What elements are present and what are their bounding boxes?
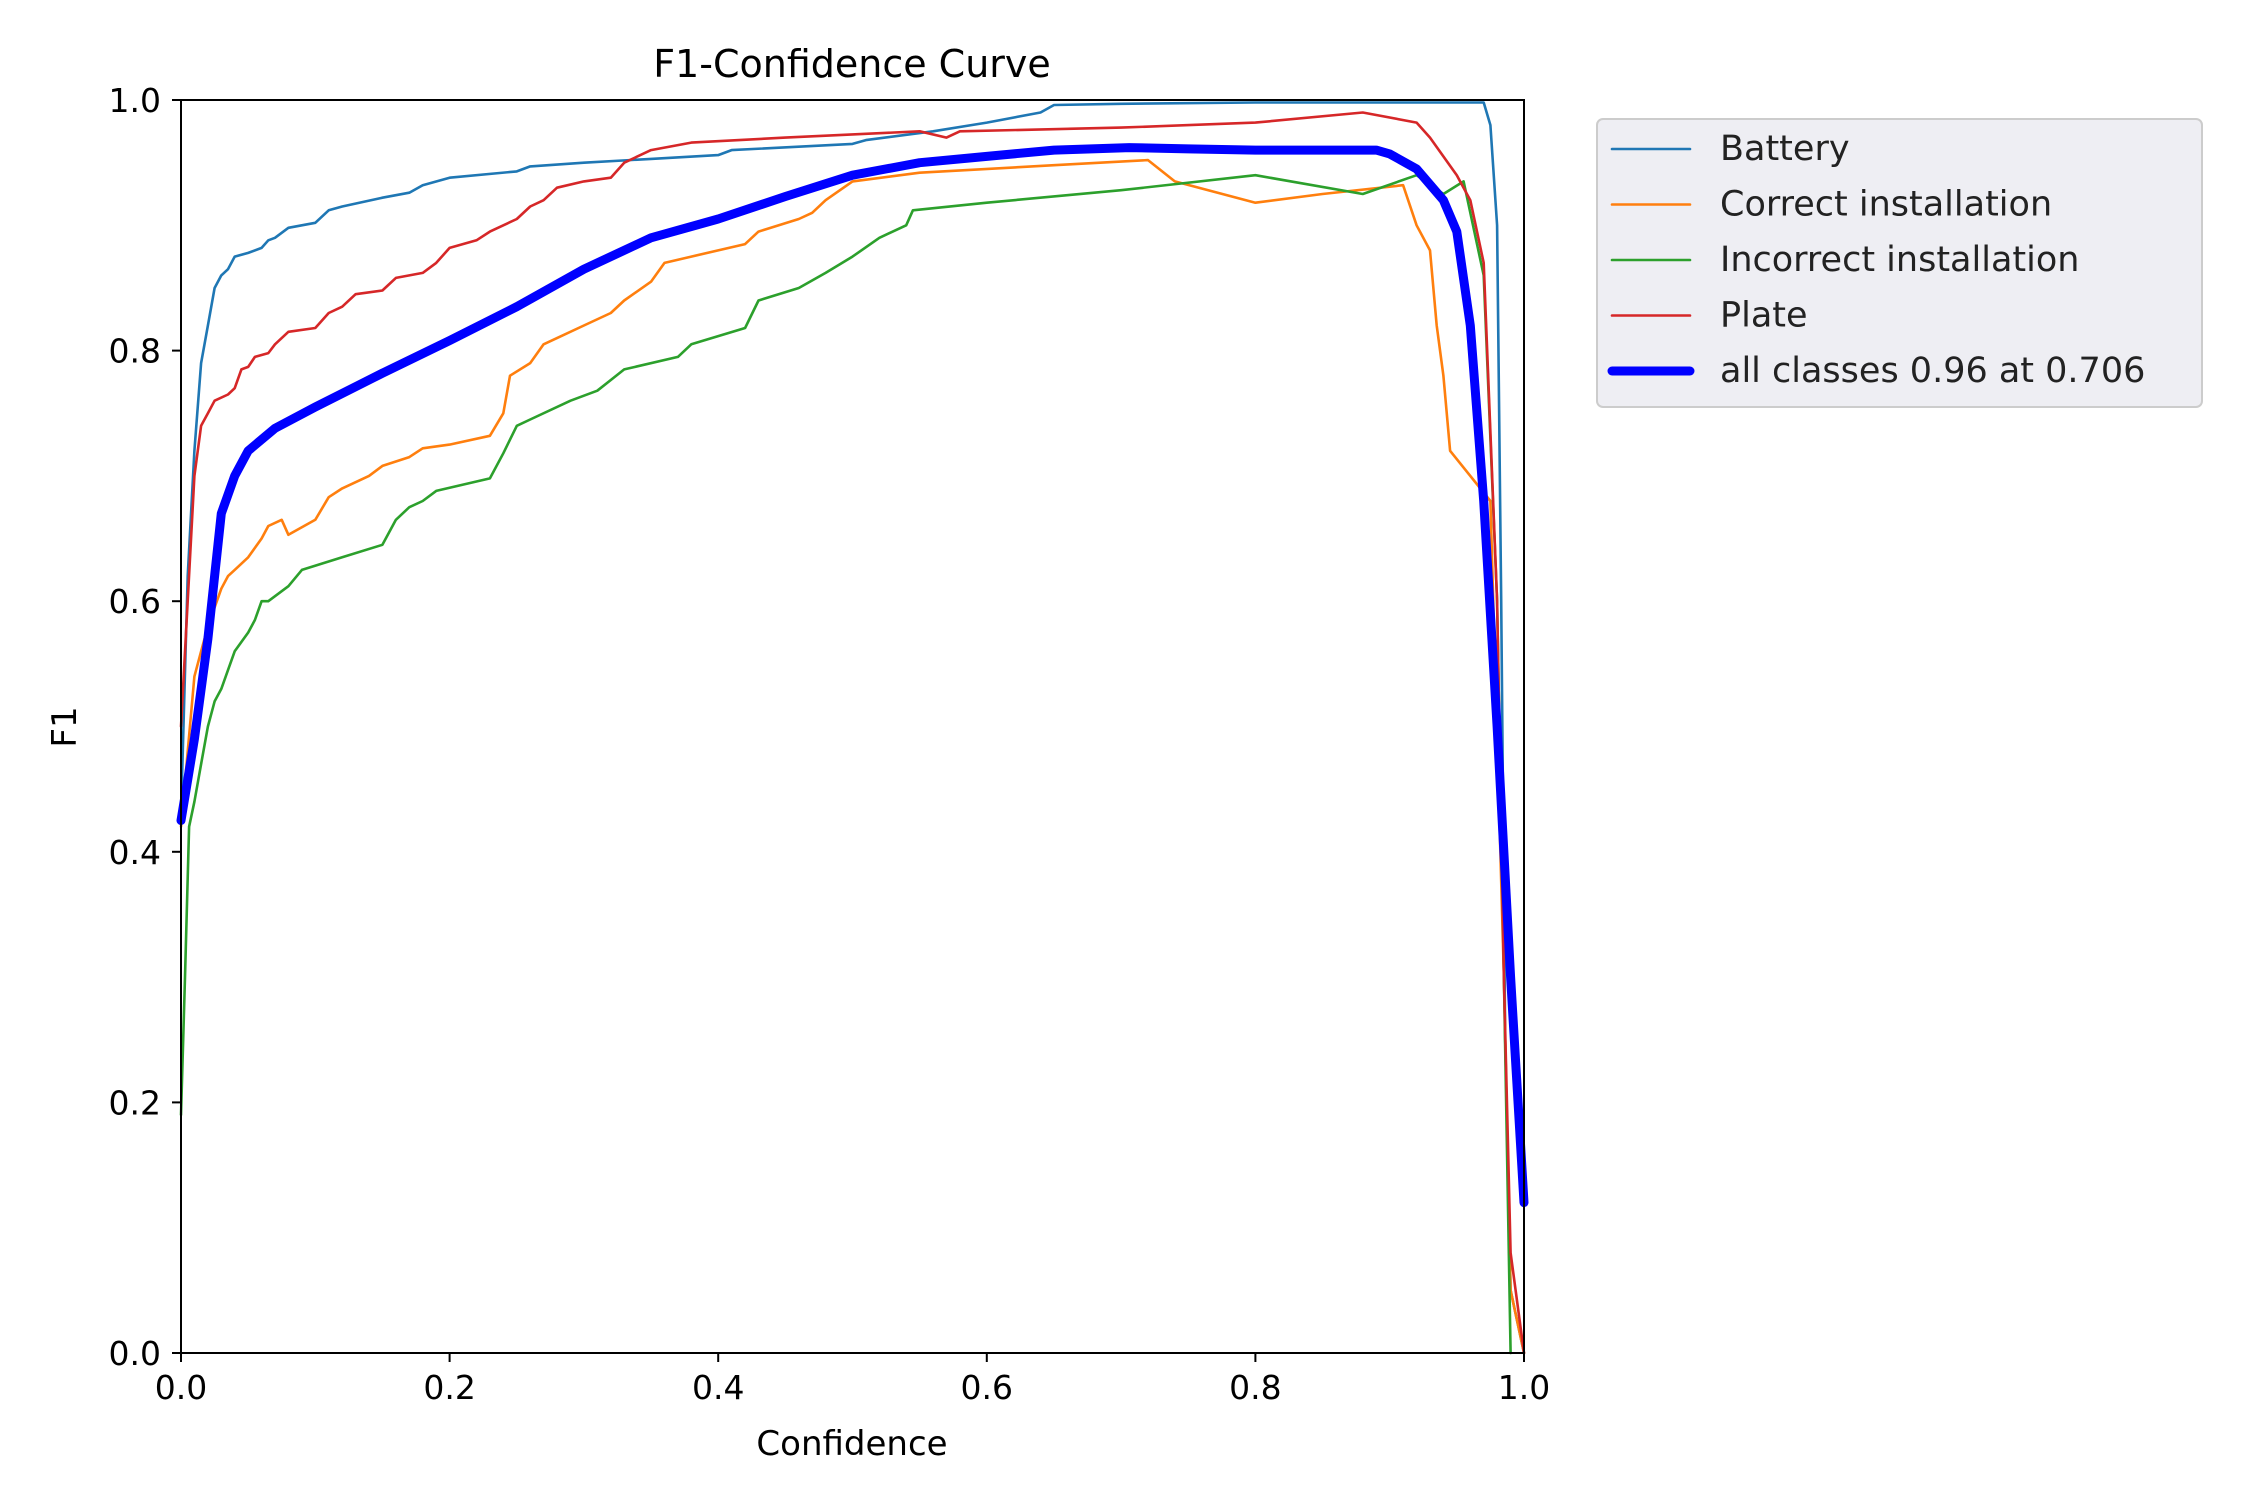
x-tick-label: 0.8 — [1229, 1368, 1281, 1407]
series-line-0 — [179, 101, 1526, 1355]
series-line-4 — [176, 143, 1529, 1208]
legend: Battery Correct installation Incorrect ins… — [1596, 118, 2203, 408]
y-axis-label: F1 — [45, 706, 85, 747]
legend-label: Correct installation — [1720, 185, 2052, 225]
plot-lines — [176, 101, 1529, 1355]
x-axis-label: Confidence — [756, 1424, 947, 1464]
y-tick-label: 0.8 — [109, 332, 161, 371]
legend-label: Battery — [1720, 129, 1850, 169]
series-line-2 — [179, 173, 1512, 1355]
legend-box — [1596, 118, 2203, 408]
plot-frame — [180, 99, 1525, 1354]
chart-title: F1-Confidence Curve — [653, 42, 1051, 86]
y-tick-label: 0.6 — [109, 582, 161, 621]
legend-label: Plate — [1720, 296, 1808, 336]
series-line-3 — [179, 111, 1526, 1355]
legend-label: all classes 0.96 at 0.706 — [1720, 351, 2145, 391]
y-tick-label: 0.4 — [109, 833, 161, 872]
series-line-1 — [179, 158, 1526, 1355]
x-tick-label: 1.0 — [1498, 1368, 1550, 1407]
x-tick-label: 0.4 — [692, 1368, 744, 1407]
legend-label: Incorrect installation — [1720, 240, 2079, 280]
y-tick-label: 1.0 — [109, 81, 161, 120]
y-tick-label: 0.2 — [109, 1083, 161, 1122]
y-axis: 0.0 0.2 0.4 0.6 0.8 1.0 — [109, 81, 181, 1373]
x-tick-label: 0.6 — [961, 1368, 1013, 1407]
x-tick-label: 0.0 — [155, 1368, 207, 1407]
x-tick-label: 0.2 — [423, 1368, 475, 1407]
x-axis: 0.0 0.2 0.4 0.6 0.8 1.0 — [155, 1353, 1550, 1407]
y-tick-label: 0.0 — [109, 1334, 161, 1373]
